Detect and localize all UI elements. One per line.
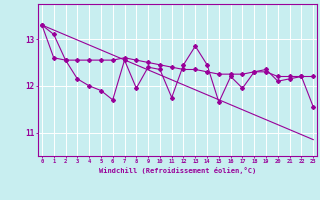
X-axis label: Windchill (Refroidissement éolien,°C): Windchill (Refroidissement éolien,°C): [99, 167, 256, 174]
